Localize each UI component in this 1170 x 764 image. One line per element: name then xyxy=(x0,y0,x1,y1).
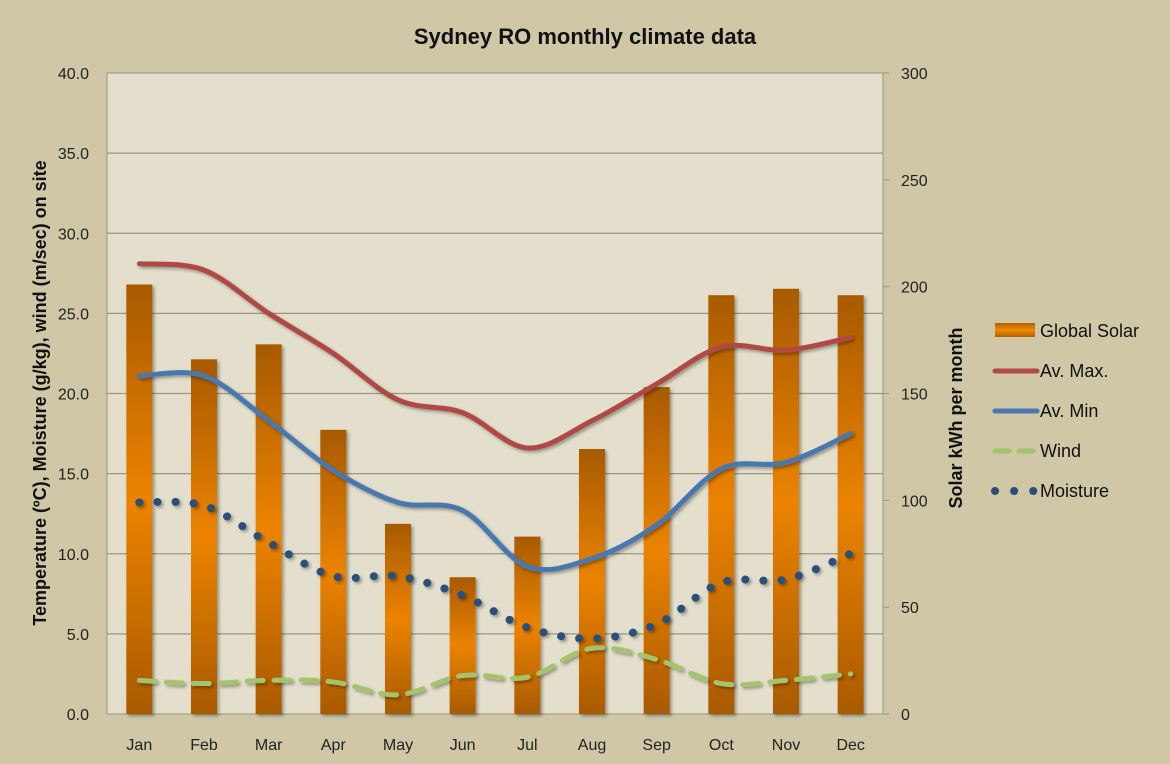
bar-aug xyxy=(579,449,605,714)
y2-tick-label: 50 xyxy=(901,600,919,617)
y-tick-label: 15.0 xyxy=(58,467,89,484)
bar-oct xyxy=(708,295,735,714)
x-tick-label: May xyxy=(383,737,413,754)
y-tick-label: 5.0 xyxy=(67,627,89,644)
y-tick-label: 40.0 xyxy=(58,66,89,83)
y2-tick-label: 250 xyxy=(901,173,928,190)
bar-nov xyxy=(773,288,799,714)
x-tick-label: Mar xyxy=(255,737,283,754)
x-tick-label: Nov xyxy=(772,737,800,754)
line-av-min xyxy=(136,370,854,573)
y-tick-label: 0.0 xyxy=(67,707,89,724)
x-axis-ticks: Jan Feb Mar Apr May Jun Jul Aug Sep Oct Nov Dec xyxy=(126,737,864,754)
y-tick-label: 35.0 xyxy=(58,146,89,163)
y2-tick-label: 100 xyxy=(901,493,928,510)
x-tick-label: Apr xyxy=(321,737,347,754)
legend-swatch-global-solar xyxy=(995,323,1035,337)
y2-tick-label: 0 xyxy=(901,707,910,724)
bar-jun xyxy=(449,577,476,714)
y2-tick-label: 300 xyxy=(901,66,928,83)
y-tick-label: 20.0 xyxy=(58,387,89,404)
bar-may xyxy=(385,523,411,714)
bar-mar xyxy=(255,344,282,714)
y2-axis-label: Solar kWh per month xyxy=(946,327,966,508)
y-tick-label: 10.0 xyxy=(58,547,89,564)
right-axis-ticks: 0 50 100 150 200 250 300 xyxy=(883,66,928,724)
bars-global-solar xyxy=(126,284,864,714)
y-tick-label: 25.0 xyxy=(58,306,89,323)
bar-dec xyxy=(837,295,864,714)
left-axis-ticks: 0.0 5.0 10.0 15.0 20.0 25.0 30.0 35.0 40.0 xyxy=(58,66,89,724)
y2-tick-label: 150 xyxy=(901,387,928,404)
y-axis-label: Temperature (ºC), Moisture (g/kg), wind … xyxy=(30,160,50,625)
x-tick-label: Oct xyxy=(709,737,734,754)
line-wind xyxy=(136,645,854,698)
bar-feb xyxy=(191,359,217,714)
x-tick-label: Jan xyxy=(126,737,152,754)
gridlines xyxy=(107,152,883,635)
legend-label-global-solar: Global Solar xyxy=(1040,321,1139,341)
x-tick-label: Dec xyxy=(836,737,864,754)
x-tick-label: Jun xyxy=(450,737,476,754)
x-tick-label: Jul xyxy=(517,737,537,754)
line-moisture xyxy=(135,497,855,643)
legend-label-moisture: Moisture xyxy=(1040,481,1109,501)
y-tick-label: 30.0 xyxy=(58,226,89,243)
y2-tick-label: 200 xyxy=(901,280,928,297)
x-tick-label: Sep xyxy=(642,737,671,754)
legend-label-av-min: Av. Min xyxy=(1040,401,1098,421)
legend-label-wind: Wind xyxy=(1040,441,1081,461)
line-series xyxy=(135,261,855,698)
chart-title: Sydney RO monthly climate data xyxy=(414,24,757,49)
legend-label-av-max: Av. Max. xyxy=(1040,361,1108,381)
legend: Global Solar Av. Max. Av. Min Wind Moisture xyxy=(991,321,1139,501)
line-av-max xyxy=(136,261,854,451)
x-tick-label: Aug xyxy=(578,737,606,754)
x-tick-label: Feb xyxy=(190,737,218,754)
